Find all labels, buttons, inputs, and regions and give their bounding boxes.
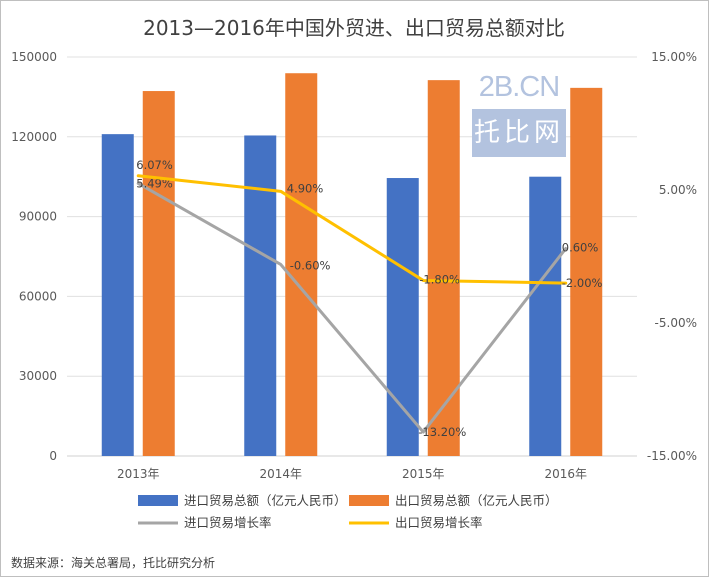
bar-import <box>386 178 419 456</box>
legend-swatch <box>138 495 178 506</box>
line-import-growth <box>136 181 568 434</box>
left-axis-tick-label: 60000 <box>19 289 57 303</box>
left-axis-tick-label: 150000 <box>11 50 57 64</box>
bar-export <box>427 80 460 456</box>
legend: 进口贸易总额（亿元人民币） 出口贸易总额（亿元人民币） 进口贸易增长率 出口贸易增长率 <box>138 493 558 530</box>
bar-import <box>244 135 277 456</box>
line-export-growth <box>136 174 568 285</box>
data-label: 6.07% <box>136 158 173 172</box>
watermark: 2B.CN 托比网 <box>471 71 567 157</box>
data-label: 4.90% <box>287 181 324 195</box>
category-tick-label: 2015年 <box>402 467 445 481</box>
category-tick-label: 2014年 <box>259 467 302 481</box>
legend-label: 进口贸易增长率 <box>184 515 272 530</box>
right-axis-tick-label: 15.00% <box>651 50 697 64</box>
left-axis-ticks: 0 30000 60000 90000 120000 150000 <box>11 50 57 463</box>
bar-export <box>142 91 175 456</box>
chart-title: 2013—2016年中国外贸进、出口贸易总额对比 <box>143 16 565 40</box>
data-label: -0.60% <box>290 258 331 272</box>
right-axis-tick-label: -15.00% <box>647 449 697 463</box>
right-axis-tick-label: -5.00% <box>655 316 697 330</box>
right-axis-ticks: -15.00% -5.00% 5.00% 15.00% <box>647 50 697 463</box>
legend-label: 出口贸易增长率 <box>395 515 483 530</box>
left-axis-tick-label: 90000 <box>19 210 57 224</box>
legend-swatch <box>349 495 389 506</box>
legend-label: 进口贸易总额（亿元人民币） <box>184 493 347 508</box>
left-axis-tick-label: 30000 <box>19 369 57 383</box>
left-axis-tick-label: 0 <box>49 449 57 463</box>
watermark-text-bottom: 托比网 <box>472 109 566 157</box>
bar-import <box>101 134 134 456</box>
right-axis-tick-label: 5.00% <box>659 183 697 197</box>
line-series: 5.49%-0.60%-13.20%0.60%6.07%4.90%-1.80% -… <box>136 158 602 439</box>
category-tick-label: 2013年 <box>117 467 160 481</box>
category-axis-ticks: 2013年 2014年 2015年 2016年 <box>117 467 587 481</box>
bar-export <box>570 87 603 456</box>
data-label: 0.60% <box>562 241 599 255</box>
legend-label: 出口贸易总额（亿元人民币） <box>395 493 558 508</box>
bar-import <box>529 176 562 456</box>
data-label: -13.20% <box>418 425 466 439</box>
left-axis-tick-label: 120000 <box>11 130 57 144</box>
source-note: 数据来源：海关总署局，托比研究分析 <box>11 556 216 570</box>
bar-export <box>285 73 318 456</box>
category-tick-label: 2016年 <box>544 467 587 481</box>
data-label: -1.80% <box>419 272 460 286</box>
watermark-text-top: 2B.CN <box>478 71 560 103</box>
data-label: -2.00% <box>562 276 603 290</box>
